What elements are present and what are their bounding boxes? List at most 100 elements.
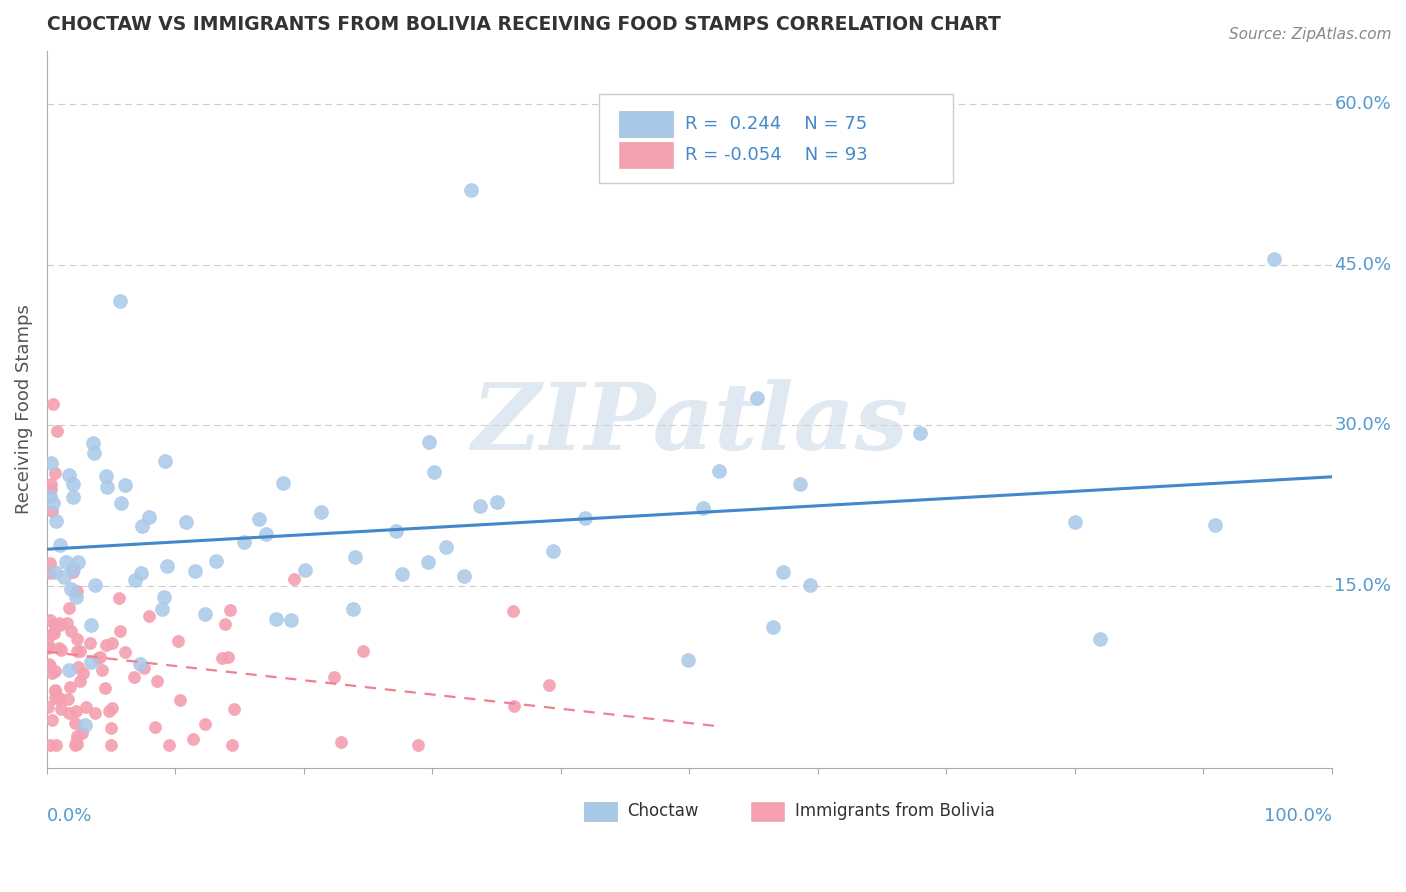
Point xyxy=(330,735,353,749)
Text: R =  0.244    N = 75: R = 0.244 N = 75 xyxy=(686,115,868,133)
Point xyxy=(41,665,63,680)
Point xyxy=(44,617,66,632)
Point xyxy=(150,602,173,616)
Point xyxy=(59,680,82,694)
Point xyxy=(502,604,524,618)
Point xyxy=(82,436,104,450)
Point xyxy=(83,445,105,459)
Point xyxy=(65,590,87,604)
Point xyxy=(184,564,207,578)
Point xyxy=(294,562,316,576)
Point xyxy=(266,612,288,626)
Point xyxy=(59,624,82,639)
Point xyxy=(1090,632,1112,647)
Point xyxy=(66,737,89,751)
Point xyxy=(101,636,124,650)
Point xyxy=(96,480,118,494)
Point xyxy=(789,476,811,491)
FancyBboxPatch shape xyxy=(619,142,672,168)
Point xyxy=(385,524,408,539)
Point xyxy=(247,512,270,526)
Point xyxy=(271,476,294,491)
Point xyxy=(434,540,457,554)
Point xyxy=(538,678,561,692)
Point xyxy=(38,566,60,580)
Point xyxy=(39,613,62,627)
Point xyxy=(221,738,243,752)
Point xyxy=(1204,518,1226,533)
Point xyxy=(58,706,80,721)
Point xyxy=(352,644,374,658)
Text: 45.0%: 45.0% xyxy=(1334,256,1392,274)
Point xyxy=(114,478,136,492)
Point xyxy=(49,538,72,552)
Point xyxy=(453,568,475,582)
Point xyxy=(214,616,236,631)
Point xyxy=(124,573,146,587)
Point xyxy=(233,535,256,549)
Point xyxy=(342,602,364,616)
Point xyxy=(65,738,87,752)
Text: 100.0%: 100.0% xyxy=(1264,807,1331,825)
Point xyxy=(283,572,305,586)
Point xyxy=(908,425,931,440)
Point xyxy=(94,681,117,696)
Point xyxy=(48,640,70,655)
Point xyxy=(91,663,114,677)
Text: 60.0%: 60.0% xyxy=(1334,95,1391,113)
Point xyxy=(176,515,198,529)
Point xyxy=(41,713,63,727)
Point xyxy=(62,565,84,579)
Point xyxy=(707,463,730,477)
Point xyxy=(468,499,491,513)
Point xyxy=(69,674,91,689)
Point xyxy=(44,565,66,579)
Point xyxy=(48,690,70,705)
Point xyxy=(108,293,131,308)
Point xyxy=(79,636,101,650)
Point xyxy=(408,738,430,752)
Point xyxy=(58,468,80,483)
Point xyxy=(46,424,69,438)
Text: 30.0%: 30.0% xyxy=(1334,417,1391,434)
Text: CHOCTAW VS IMMIGRANTS FROM BOLIVIA RECEIVING FOOD STAMPS CORRELATION CHART: CHOCTAW VS IMMIGRANTS FROM BOLIVIA RECEI… xyxy=(46,15,1001,34)
Point xyxy=(194,716,217,731)
Point xyxy=(745,391,768,405)
Point xyxy=(80,617,103,632)
Point xyxy=(181,731,204,746)
Point xyxy=(70,726,93,740)
Point xyxy=(37,637,59,651)
Point xyxy=(100,701,122,715)
Point xyxy=(46,690,69,705)
Point xyxy=(153,590,176,604)
Point xyxy=(38,557,60,571)
Point xyxy=(65,583,87,598)
Point xyxy=(391,567,413,582)
Point xyxy=(108,624,131,638)
Point xyxy=(156,558,179,573)
FancyBboxPatch shape xyxy=(583,802,617,821)
Point xyxy=(194,607,217,621)
Point xyxy=(96,638,118,652)
Point xyxy=(309,505,332,519)
Point xyxy=(416,555,439,569)
Text: 15.0%: 15.0% xyxy=(1334,577,1392,595)
Point xyxy=(65,735,87,749)
Point xyxy=(44,514,66,528)
Point xyxy=(38,489,60,503)
Point xyxy=(49,702,72,716)
Point xyxy=(676,653,699,667)
Point xyxy=(45,738,67,752)
Point xyxy=(65,704,87,718)
Point xyxy=(460,183,482,197)
Text: Source: ZipAtlas.com: Source: ZipAtlas.com xyxy=(1229,27,1392,42)
Point xyxy=(75,718,97,732)
FancyBboxPatch shape xyxy=(751,802,785,821)
Point xyxy=(62,477,84,491)
Point xyxy=(100,722,122,736)
Point xyxy=(128,657,150,671)
Point xyxy=(44,664,66,678)
Point xyxy=(167,634,190,648)
Point xyxy=(66,632,89,646)
FancyBboxPatch shape xyxy=(619,111,672,136)
